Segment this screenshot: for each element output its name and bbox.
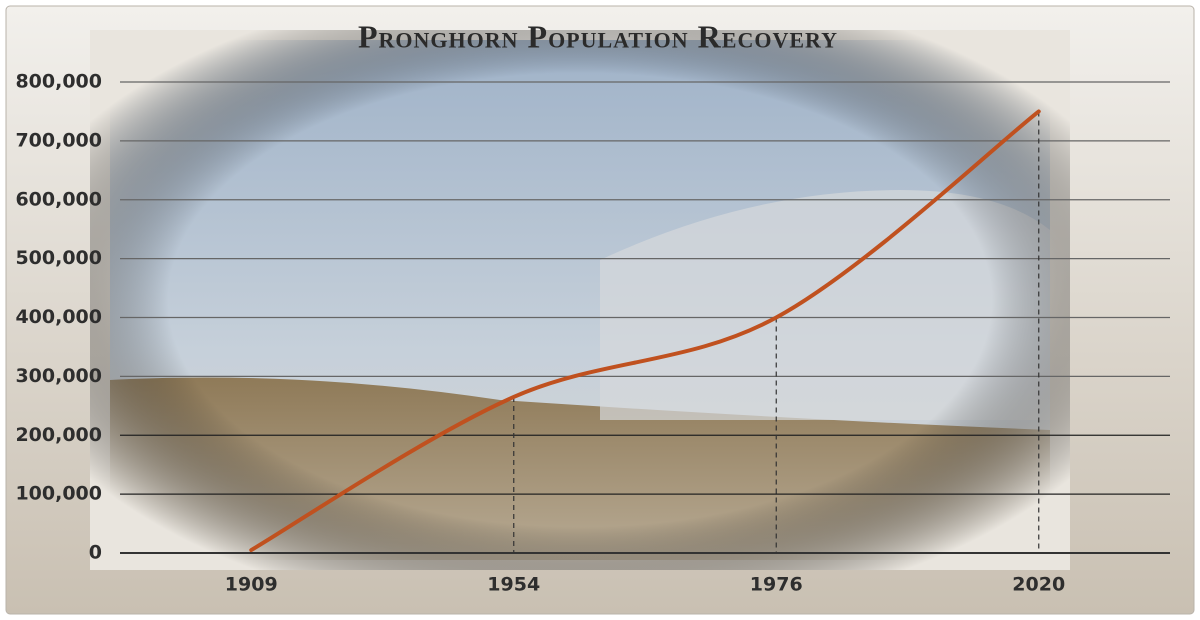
y-tick-label: 0 [89,542,102,564]
y-tick-label: 800,000 [15,71,102,93]
plot-area: 0 100,000 200,000 300,000 400,000 500,000 600,… [15,71,1170,596]
y-tick-label: 600,000 [15,188,102,210]
chart-title: Pronghorn Population Recovery [358,18,838,54]
population-line [249,109,1041,553]
y-tick-label: 300,000 [15,365,102,387]
x-tick-label: 1976 [750,574,803,596]
x-tick-label: 1909 [225,574,278,596]
x-tick-label: 1954 [487,574,540,596]
y-tick-label: 700,000 [15,129,102,151]
y-tick-label: 500,000 [15,247,102,269]
y-tick-label: 100,000 [15,483,102,505]
y-tick-label: 400,000 [15,306,102,328]
x-tick-label: 2020 [1012,574,1065,596]
vignette [90,30,1070,570]
y-tick-label: 200,000 [15,424,102,446]
